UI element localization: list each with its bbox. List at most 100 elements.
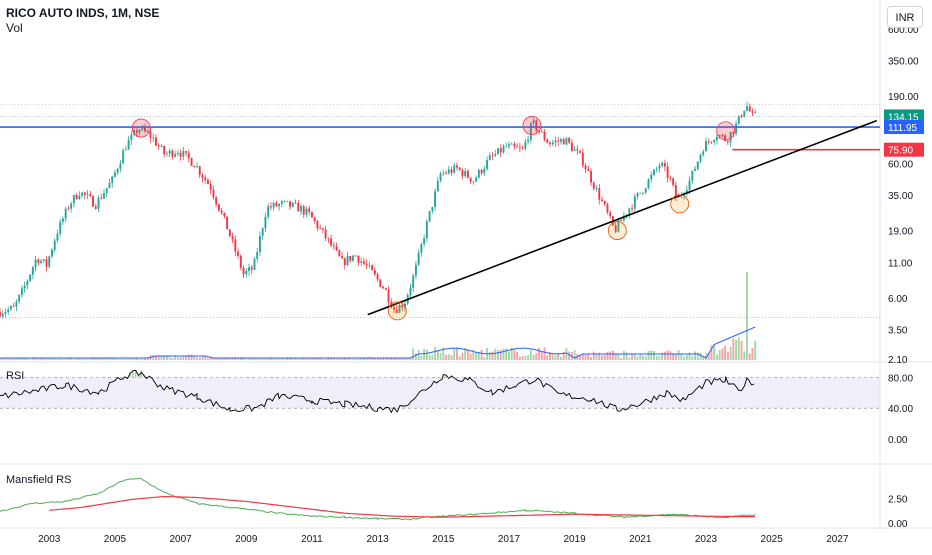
candle-body (425, 221, 428, 239)
volume-bar (590, 356, 593, 360)
candle-body (423, 238, 426, 244)
candle-body (124, 149, 127, 151)
volume-bar (111, 357, 114, 360)
candle-body (258, 235, 261, 252)
candle-body (666, 166, 669, 179)
volume-bar (217, 357, 220, 360)
x-tick-label: 2007 (169, 534, 192, 545)
volume-bar (7, 358, 10, 360)
candle-body (155, 137, 157, 146)
candle-body (674, 184, 677, 198)
candle-body (78, 195, 81, 200)
candle-body (338, 250, 341, 257)
candle-body (639, 192, 642, 194)
volume-bar (699, 352, 702, 360)
volume-bar (196, 357, 198, 360)
currency-button[interactable]: INR (887, 6, 923, 28)
candle-body (354, 255, 357, 257)
candle-body (182, 150, 185, 157)
x-tick-label: 2009 (235, 534, 258, 545)
price-tick-label: 600.00 (888, 25, 919, 36)
volume-bar (743, 351, 746, 360)
volume-bar (56, 358, 59, 360)
volume-bar (445, 354, 447, 360)
volume-bar (330, 357, 333, 360)
volume-bar (61, 358, 64, 360)
candle-body (113, 172, 116, 177)
candle-body (352, 255, 354, 261)
candle-body (368, 265, 371, 267)
volume-bar (721, 348, 724, 360)
candle-body (149, 132, 152, 138)
volume-bar (209, 357, 212, 360)
volume-bar (346, 357, 349, 360)
candle-body (193, 165, 196, 168)
candle-body (631, 208, 634, 210)
rsi-label[interactable]: RSI (6, 370, 25, 382)
volume-bar (729, 346, 732, 360)
candle-body (699, 154, 702, 162)
candle-body (672, 178, 675, 185)
volume-bar (1, 358, 4, 360)
candle-body (688, 180, 691, 190)
candle-body (92, 196, 94, 207)
volume-bar (611, 350, 614, 360)
volume-bar (663, 351, 666, 360)
price-tick-label: 2.10 (888, 355, 908, 366)
axes: 600.00 350.00 190.00 60.00 35.00 19.00 11.00 6.… (0, 25, 932, 545)
candle-body (51, 249, 53, 257)
symbol-title[interactable]: RICO AUTO INDS, 1M, NSE (6, 6, 160, 20)
volume-bar (305, 358, 308, 360)
volume-bar (215, 357, 218, 360)
candle-body (324, 229, 327, 238)
volume-bar (737, 337, 740, 360)
candle-body (529, 123, 532, 140)
volume-bar (603, 354, 606, 360)
volume-bar (0, 358, 1, 360)
candle-body (573, 149, 576, 151)
candle-body (447, 169, 450, 174)
candle-body (505, 146, 508, 148)
volume-bar (18, 357, 21, 360)
volume-bar (179, 357, 182, 360)
candle-body (48, 256, 51, 267)
candle-body (559, 139, 562, 142)
candle-body (379, 279, 382, 287)
candle-body (9, 306, 12, 310)
candle-body (420, 243, 423, 253)
volume-bar (352, 358, 354, 360)
candle-body (658, 165, 661, 169)
candle-body (185, 150, 188, 153)
candle-body (70, 203, 73, 209)
volume-bar (497, 350, 499, 360)
candle-body (409, 287, 412, 296)
volume-ma-line (0, 326, 756, 359)
candle-body (245, 270, 248, 275)
mansfield-label[interactable]: Mansfield RS (6, 474, 72, 486)
volume-bars (0, 272, 757, 360)
volume-bar (144, 357, 146, 360)
volume-bar (702, 356, 705, 360)
volume-bar (581, 354, 584, 360)
volume-bar (152, 355, 155, 360)
candle-body (103, 193, 105, 199)
volume-bar (141, 358, 144, 360)
candle-body (598, 188, 601, 200)
volume-bar (319, 357, 322, 360)
volume-bar (253, 357, 256, 360)
volume-bar (425, 349, 428, 360)
candle-body (466, 170, 469, 178)
mansfield-line (0, 477, 756, 521)
volume-legend[interactable]: Vol (6, 21, 23, 35)
volume-bar (338, 357, 341, 360)
highlight-circle-green (670, 194, 690, 214)
volume-bar (341, 358, 343, 360)
candle-body (204, 177, 207, 180)
candle-body (163, 145, 166, 155)
candle-body (442, 172, 445, 174)
volume-bar (414, 353, 417, 360)
candle-body (705, 141, 707, 152)
candle-body (653, 169, 655, 175)
volume-bar (239, 357, 242, 360)
